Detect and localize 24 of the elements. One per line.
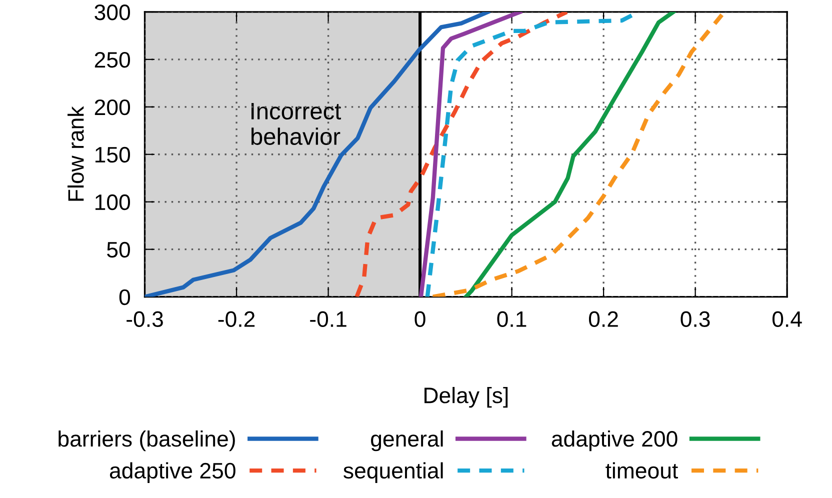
y-tick-label: 250 [94,52,130,68]
x-tick-label: 0.4 [772,311,802,328]
legend-label: adaptive 250 [110,462,236,483]
y-tick-label: 200 [94,99,130,116]
y-tick-label: 0 [119,289,130,306]
x-tick-label: 0 [414,311,426,328]
y-axis-title: Flow rank [68,106,84,201]
x-tick-label: -0.1 [310,311,346,328]
band-label: Incorrect behavior [251,103,342,145]
x-tick-label: -0.3 [126,311,163,328]
legend-label: timeout [606,462,678,479]
legend-label: general [371,430,443,452]
x-tick-label: 0.2 [588,311,618,328]
x-tick-label: -0.2 [218,311,255,328]
y-tick-label: 150 [96,146,130,163]
legend-label: barriers (baseline) [58,430,235,452]
x-tick-label: 0.3 [680,311,710,328]
y-tick-label: 100 [96,194,130,210]
y-tick-label: 300 [94,4,130,20]
y-tick-label: 50 [107,242,130,258]
x-axis-title: Delay [s] [424,386,508,408]
legend-label: sequential [344,462,443,483]
x-tick-label: 0.1 [497,311,526,328]
legend-label: adaptive 200 [552,430,678,452]
